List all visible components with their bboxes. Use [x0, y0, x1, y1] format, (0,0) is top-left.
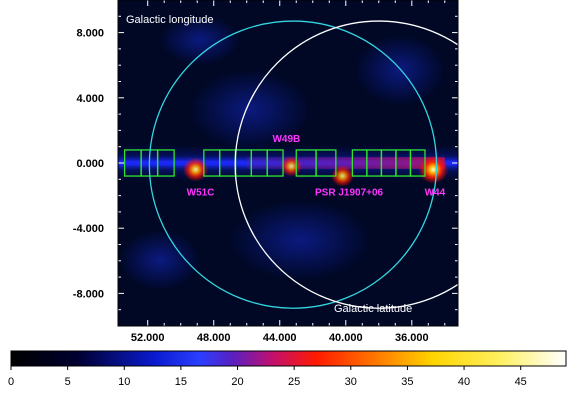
- plane-ridge: [246, 157, 445, 169]
- colorbar-tick-label-4: 20: [231, 376, 243, 388]
- colorbar-tick-label-2: 10: [118, 376, 130, 388]
- region-circle-1: [234, 20, 458, 309]
- y-tick-label-4: -8.000: [73, 288, 104, 300]
- point-sources: [182, 155, 449, 187]
- source-0: [182, 157, 209, 182]
- map-frame: [117, 0, 459, 327]
- y-tick-label-1: 4.000: [76, 93, 104, 105]
- colorbar-ticks: 0 5 10 15 20 25 30 35 40 45: [8, 366, 527, 388]
- source-label-0: W51C: [187, 188, 215, 199]
- colorbar-gradient: [10, 350, 567, 367]
- x-tick-labels: 52.000 48.000 44.000 40.000 36.000: [131, 332, 429, 344]
- y-tick-label-2: 0.000: [76, 158, 104, 170]
- x-tick-label-2: 44.000: [263, 332, 297, 344]
- x-tick-label-4: 36.000: [395, 332, 429, 344]
- source-label-2: PSR J1907+06: [315, 188, 384, 199]
- diffuse-emission: [120, 15, 445, 290]
- source-3: [418, 155, 449, 184]
- colorbar-tick-label-8: 40: [458, 376, 470, 388]
- x-axis-label: Galactic latitude: [334, 303, 412, 315]
- region-box-1-4: [266, 149, 284, 177]
- colorbar-tick-label-1: 5: [65, 376, 71, 388]
- y-tick-labels: 8.000 4.000 0.000 -4.000 -8.000: [73, 28, 104, 301]
- region-box-0-2: [156, 149, 175, 177]
- region-box-4-4: [409, 149, 426, 177]
- source-labels: W51C W49B PSR J1907+06 W44: [187, 134, 446, 199]
- colorbar-tick-label-9: 45: [515, 376, 527, 388]
- y-tick-label-3: -4.000: [73, 223, 104, 235]
- source-label-1: W49B: [272, 134, 300, 145]
- source-2: [331, 165, 354, 187]
- region-overlays: [123, 20, 458, 309]
- colorbar-tick-label-7: 35: [401, 376, 413, 388]
- x-tick-label-3: 40.000: [329, 332, 363, 344]
- y-axis-label: Galactic longitude: [126, 14, 213, 26]
- colorbar-tick-label-0: 0: [8, 376, 14, 388]
- x-tick-label-0: 52.000: [131, 332, 165, 344]
- source-label-3: W44: [425, 188, 446, 199]
- colorbar-tick-label-6: 30: [345, 376, 357, 388]
- colorbar-tick-label-5: 25: [288, 376, 300, 388]
- x-tick-label-1: 48.000: [197, 332, 231, 344]
- region-box-2-1: [315, 149, 337, 177]
- region-circle-0: [148, 20, 438, 309]
- colorbar: 0 5 10 15 20 25 30 35 40 45: [8, 350, 567, 388]
- colorbar-tick-label-3: 15: [175, 376, 187, 388]
- y-tick-label-0: 8.000: [76, 28, 104, 40]
- intensity-map: W51C W49B PSR J1907+06 W44: [117, 0, 459, 327]
